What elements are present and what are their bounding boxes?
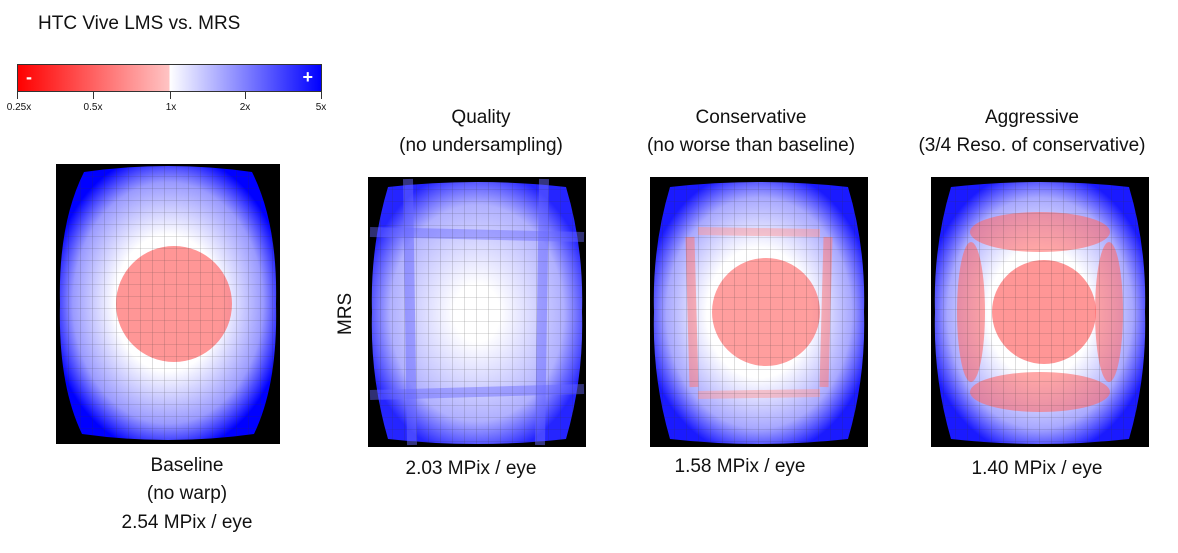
conservative-title: Conservative xyxy=(695,107,807,128)
plus-sign: + xyxy=(302,67,313,87)
baseline-caption-name: Baseline xyxy=(150,455,224,476)
color-scale-bar: - + xyxy=(17,64,322,92)
legend-tick-label: 2x xyxy=(239,102,251,113)
quality-caption-pixels: 2.03 MPix / eye xyxy=(405,458,537,479)
legend-tick-label: 1x xyxy=(165,102,177,113)
legend-tick-label: 0.25x xyxy=(6,102,32,113)
aggressive-title: Aggressive xyxy=(985,107,1079,128)
baseline-caption-pixels: 2.54 MPix / eye xyxy=(121,512,253,533)
legend-tick-label: 5x xyxy=(315,102,327,113)
legend-tick xyxy=(93,92,94,99)
quality-heatmap xyxy=(368,177,586,447)
legend-tick xyxy=(17,92,18,99)
conservative-subtitle: (no worse than baseline) xyxy=(646,135,856,156)
quality-title: Quality xyxy=(451,107,511,128)
row-label: MRS xyxy=(335,292,356,335)
aggressive-caption-pixels: 1.40 MPix / eye xyxy=(971,458,1103,479)
color-scale-gradient xyxy=(18,65,321,91)
aggressive-heatmap xyxy=(931,177,1149,447)
legend-tick-label: 0.5x xyxy=(83,102,103,113)
baseline-caption-note: (no warp) xyxy=(146,483,228,504)
quality-subtitle: (no undersampling) xyxy=(399,135,563,156)
legend-tick xyxy=(321,92,322,99)
aggressive-subtitle: (3/4 Reso. of conservative) xyxy=(918,135,1146,156)
legend-tick xyxy=(245,92,246,99)
legend-tick xyxy=(170,92,171,99)
minus-sign: - xyxy=(26,67,32,87)
baseline-heatmap xyxy=(56,164,280,444)
conservative-heatmap xyxy=(650,177,868,447)
figure-title: HTC Vive LMS vs. MRS xyxy=(38,13,241,34)
conservative-caption-pixels: 1.58 MPix / eye xyxy=(674,456,806,477)
